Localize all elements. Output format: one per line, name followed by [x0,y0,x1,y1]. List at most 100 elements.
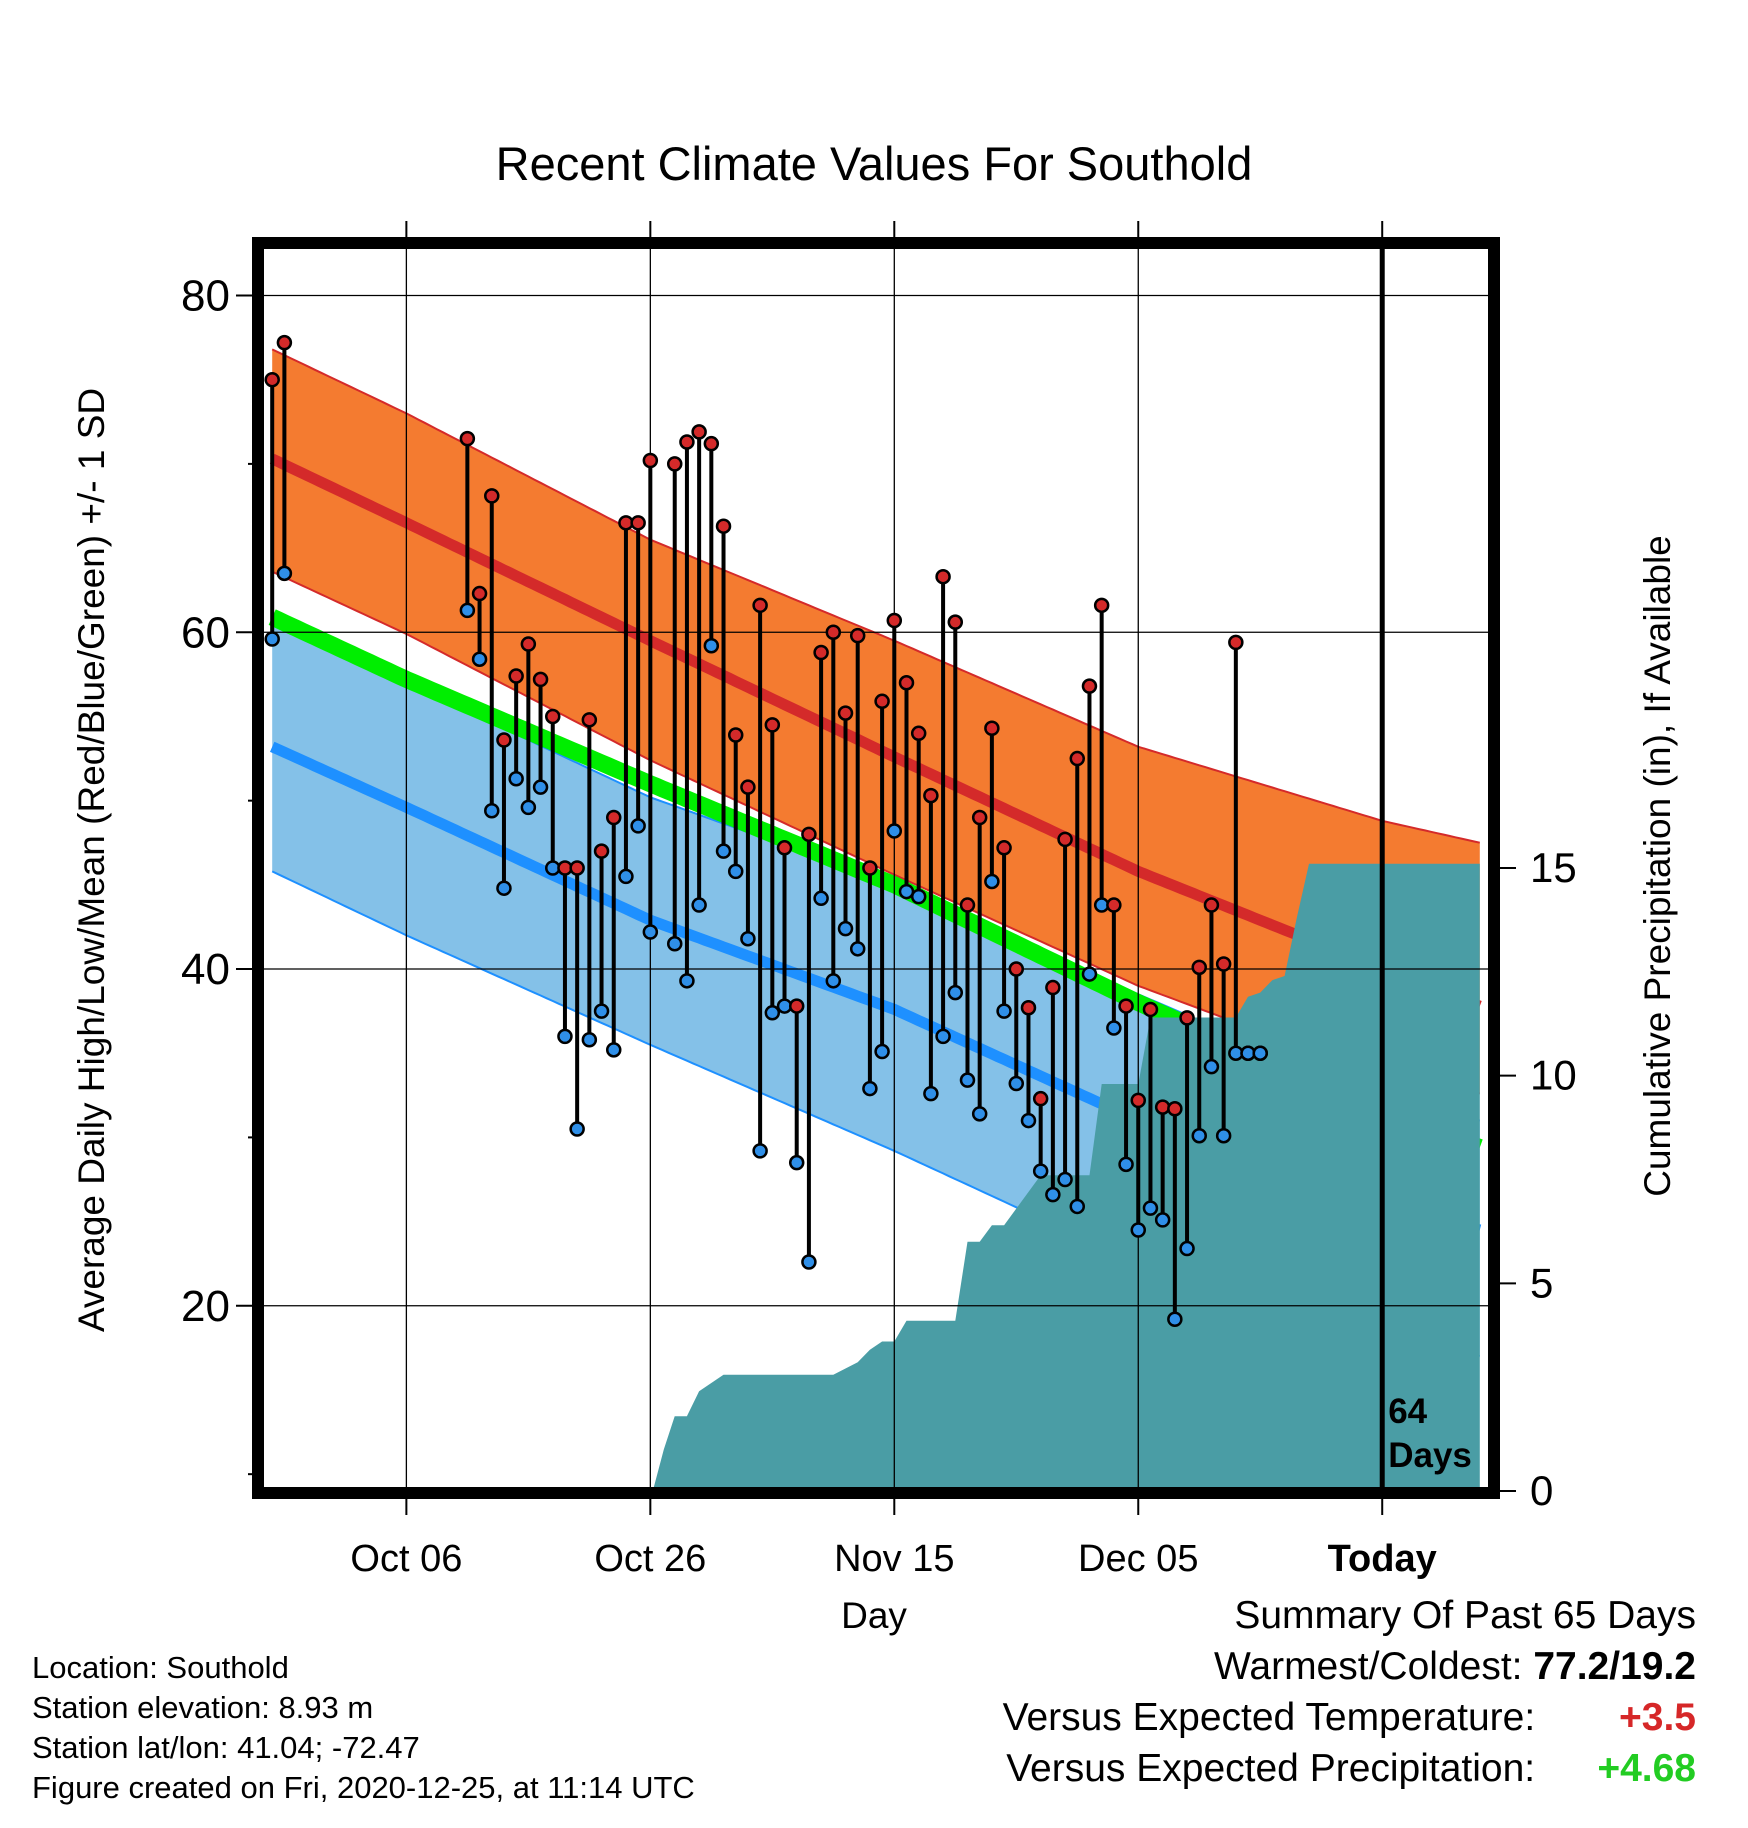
daily-low-point [630,818,646,834]
daily-low-point [1315,0,1328,7]
daily-low-point [642,924,659,940]
elevation-text: Station elevation: 8.93 m [32,1690,374,1725]
daily-high-point [837,705,854,721]
daily-high-point [459,430,476,447]
daily-low-point [1364,0,1377,7]
daily-high-point [520,636,537,652]
daily-high-point [813,644,829,661]
today-days-label: Days [1388,1436,1472,1475]
daily-low-point [618,868,634,885]
daily-low-point [1327,0,1340,7]
daily-high-point [1130,1092,1147,1109]
y-tick-label: 20 [181,1282,230,1331]
daily-high-point [1315,0,1328,7]
daily-high-point [984,720,1000,736]
daily-high-point [825,624,842,641]
daily-low-point [508,771,524,787]
daily-high-point [1364,0,1377,7]
precip-value: +4.68 [1597,1747,1696,1790]
daily-low-point [1376,0,1389,7]
daily-high-point [1376,0,1389,7]
daily-low-point [1142,1200,1159,1216]
daily-observations [264,0,1389,1328]
daily-high-point [886,612,903,629]
x-tick-label: Oct 26 [594,1538,706,1580]
x-tick-label: Oct 06 [350,1538,462,1580]
daily-high-point [788,998,805,1014]
daily-high-point [1215,956,1232,972]
daily-low-point [1032,1163,1049,1179]
daily-low-point [752,1143,768,1159]
summary-panel: Summary Of Past 65 Days Warmest/Coldest:… [1003,1590,1696,1794]
daily-low-point [837,920,854,937]
daily-high-point [642,452,659,469]
warm-cold-value: 77.2/19.2 [1533,1645,1696,1688]
daily-high-point [679,434,695,450]
daily-high-point [996,840,1012,856]
daily-high-point [703,435,720,452]
daily-high-point [1069,750,1086,767]
daily-high-point [1278,0,1291,7]
high-upper-line [271,348,1481,844]
precip-label: Versus Expected Precipitation: [1006,1747,1536,1790]
daily-low-point [1179,1240,1195,1257]
daily-low-point [923,1085,939,1102]
daily-low-point [496,880,512,896]
daily-high-point [276,334,293,351]
daily-high-point [1228,634,1244,651]
daily-high-point [1290,0,1303,7]
daily-high-point [849,627,866,644]
daily-high-point [1106,897,1122,913]
y2-tick-label: 5 [1530,1259,1553,1306]
daily-high-point [1020,1000,1037,1016]
daily-high-point [1081,678,1098,694]
today-marker: 64 Days [1388,1392,1472,1475]
temp-label: Versus Expected Temperature: [1002,1696,1536,1739]
daily-high-point [898,675,915,691]
daily-high-point [862,860,878,876]
daily-low-point [1130,1222,1147,1238]
station-info: Location: Southold Station elevation: 8.… [32,1648,695,1808]
daily-low-point [605,1042,622,1058]
daily-high-point [605,809,622,826]
daily-low-point [1339,0,1352,7]
x-tick-label: Nov 15 [834,1538,954,1580]
daily-low-point [788,1154,805,1171]
daily-high-point [1093,597,1110,614]
temp-row: Versus Expected Temperature: +3.5 [1003,1692,1696,1743]
daily-high-point [959,897,976,913]
high-sd-band [272,349,1480,1094]
y2-axis-label: Cumulative Precipitation (in), If Availa… [1637,535,1678,1197]
warm-cold-label: Warmest/Coldest: [1214,1645,1523,1688]
daily-high-point [581,712,598,728]
daily-high-point [923,787,939,804]
y2-tick-label: 0 [1530,1467,1553,1514]
daily-low-point [703,637,720,654]
today-days-count: 64 [1388,1392,1427,1431]
y-tick-label: 60 [181,608,230,657]
daily-low-point [715,843,732,859]
summary-title: Summary Of Past 65 Days [1234,1594,1696,1637]
daily-low-point [1303,0,1316,7]
daily-high-point [264,371,280,388]
daily-low-point [1191,1127,1207,1144]
daily-low-point [459,602,476,619]
daily-high-point [1045,979,1061,996]
daily-high-point [1142,1001,1159,1018]
latlon-text: Station lat/lon: 41.04; -72.47 [32,1730,420,1765]
daily-high-point [776,840,793,856]
daily-low-point [264,631,280,647]
daily-low-point [1069,1198,1086,1215]
daily-low-point [1154,1212,1171,1228]
grid-lines [260,245,1492,1491]
daily-high-point [1266,0,1279,7]
daily-high-point [1167,1101,1183,1117]
daily-low-point [947,984,964,1001]
daily-high-point [1303,0,1316,7]
daily-low-point [691,897,707,913]
daily-low-point [666,936,683,952]
daily-low-point [996,1003,1012,1019]
x-tick-label: Dec 05 [1078,1538,1198,1580]
daily-low-point [581,1031,598,1048]
daily-low-point [569,1121,585,1137]
